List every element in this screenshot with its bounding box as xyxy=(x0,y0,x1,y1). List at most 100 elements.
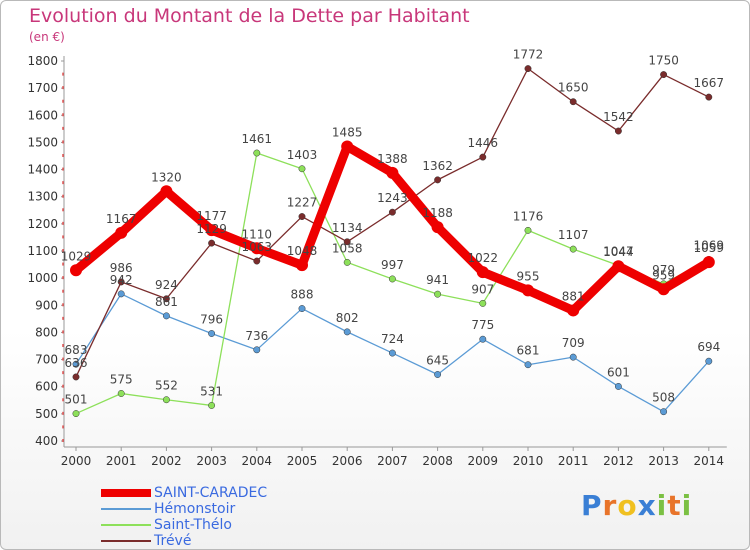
data-point xyxy=(434,371,442,378)
data-label: 1047 xyxy=(603,244,634,258)
x-tick-label: 2013 xyxy=(648,454,679,468)
data-point xyxy=(70,264,82,277)
x-tick-label: 2005 xyxy=(287,454,318,468)
data-label: 1750 xyxy=(648,54,679,68)
data-label: 1167 xyxy=(106,212,137,226)
data-label: 907 xyxy=(471,282,494,296)
data-point xyxy=(343,258,351,266)
data-label: 1059 xyxy=(694,241,725,255)
data-label: 775 xyxy=(471,318,494,332)
chart-unit: (en €) xyxy=(29,30,65,44)
data-label: 1320 xyxy=(151,170,182,184)
x-tick-label: 2011 xyxy=(558,454,589,468)
data-point xyxy=(479,153,487,161)
data-label: 636 xyxy=(65,356,88,370)
data-label: 1388 xyxy=(377,152,408,166)
legend-item: Hémonstoir xyxy=(101,501,361,517)
data-label: 575 xyxy=(110,373,133,387)
data-point xyxy=(208,401,216,409)
y-tick-label: 1400 xyxy=(27,163,58,177)
data-point xyxy=(705,93,713,101)
data-label: 694 xyxy=(697,340,720,354)
data-point xyxy=(431,221,444,234)
data-label: 1188 xyxy=(422,206,453,220)
data-label: 1772 xyxy=(513,48,544,62)
data-point xyxy=(388,349,396,357)
data-label: 941 xyxy=(426,273,449,287)
data-point xyxy=(660,408,668,416)
data-point xyxy=(208,330,216,337)
data-label: 508 xyxy=(652,391,675,405)
legend-swatch xyxy=(101,508,151,510)
data-label: 1362 xyxy=(422,159,453,173)
data-label: 997 xyxy=(381,258,404,272)
data-label: 802 xyxy=(336,311,359,325)
data-label: 1485 xyxy=(332,126,363,140)
y-tick-label: 900 xyxy=(35,298,58,312)
data-point xyxy=(569,353,577,361)
legend-label: SAINT-CARADEC xyxy=(154,485,268,501)
y-tick-label: 1000 xyxy=(27,271,58,285)
data-label: 736 xyxy=(245,329,268,343)
chart-legend: SAINT-CARADEC Hémonstoir Saint-Thélo Trévé xyxy=(101,485,361,549)
data-label: 552 xyxy=(155,379,178,393)
data-label: 645 xyxy=(426,354,449,368)
data-label: 1446 xyxy=(468,136,499,150)
data-point xyxy=(524,226,532,234)
x-tick-label: 2010 xyxy=(513,454,544,468)
data-point xyxy=(208,239,216,247)
legend-swatch xyxy=(101,524,151,526)
data-label: 1107 xyxy=(558,228,589,242)
data-label: 1069 xyxy=(694,238,725,252)
data-point xyxy=(343,328,351,336)
data-point xyxy=(72,410,80,418)
proxiti-logo: Proxiti xyxy=(581,489,693,522)
x-tick-label: 2012 xyxy=(603,454,634,468)
x-tick-label: 2001 xyxy=(106,454,137,468)
data-label: 681 xyxy=(517,344,540,358)
data-label: 1044 xyxy=(603,245,634,259)
x-tick-label: 2008 xyxy=(422,454,453,468)
data-label: 1063 xyxy=(242,240,273,254)
y-tick-label: 600 xyxy=(35,380,58,394)
data-label: 1176 xyxy=(513,209,544,223)
data-label: 955 xyxy=(517,269,540,283)
data-label: 1243 xyxy=(377,191,408,205)
data-label: 1177 xyxy=(196,209,227,223)
data-label: 531 xyxy=(200,384,223,398)
data-label: 709 xyxy=(562,336,585,350)
y-tick-label: 700 xyxy=(35,353,58,367)
data-label: 1129 xyxy=(196,222,227,236)
data-point xyxy=(117,278,125,286)
x-tick-label: 2000 xyxy=(61,454,92,468)
data-point xyxy=(434,176,442,184)
data-point xyxy=(343,238,351,246)
legend-item: SAINT-CARADEC xyxy=(101,485,361,501)
data-label: 1461 xyxy=(242,132,273,146)
data-label: 881 xyxy=(562,289,585,303)
data-point xyxy=(205,224,218,237)
x-tick-label: 2004 xyxy=(242,454,273,468)
x-tick-label: 2009 xyxy=(468,454,499,468)
y-tick-label: 1200 xyxy=(27,217,58,231)
x-tick-label: 2014 xyxy=(694,454,725,468)
data-label: 1650 xyxy=(558,81,589,95)
legend-item: Trévé xyxy=(101,533,361,549)
data-point xyxy=(660,71,668,79)
y-tick-label: 1700 xyxy=(27,81,58,95)
data-label: 1542 xyxy=(603,110,634,124)
data-point xyxy=(162,312,170,320)
y-tick-label: 500 xyxy=(35,407,58,421)
data-point xyxy=(614,382,622,390)
data-point xyxy=(298,165,306,173)
data-point xyxy=(72,373,80,381)
data-label: 501 xyxy=(65,393,88,407)
data-point xyxy=(567,304,580,317)
data-point xyxy=(117,390,125,397)
x-tick-label: 2007 xyxy=(377,454,408,468)
data-point xyxy=(614,127,622,135)
y-tick-label: 1500 xyxy=(27,135,58,149)
data-label: 888 xyxy=(291,288,314,302)
data-label: 1058 xyxy=(332,241,363,255)
